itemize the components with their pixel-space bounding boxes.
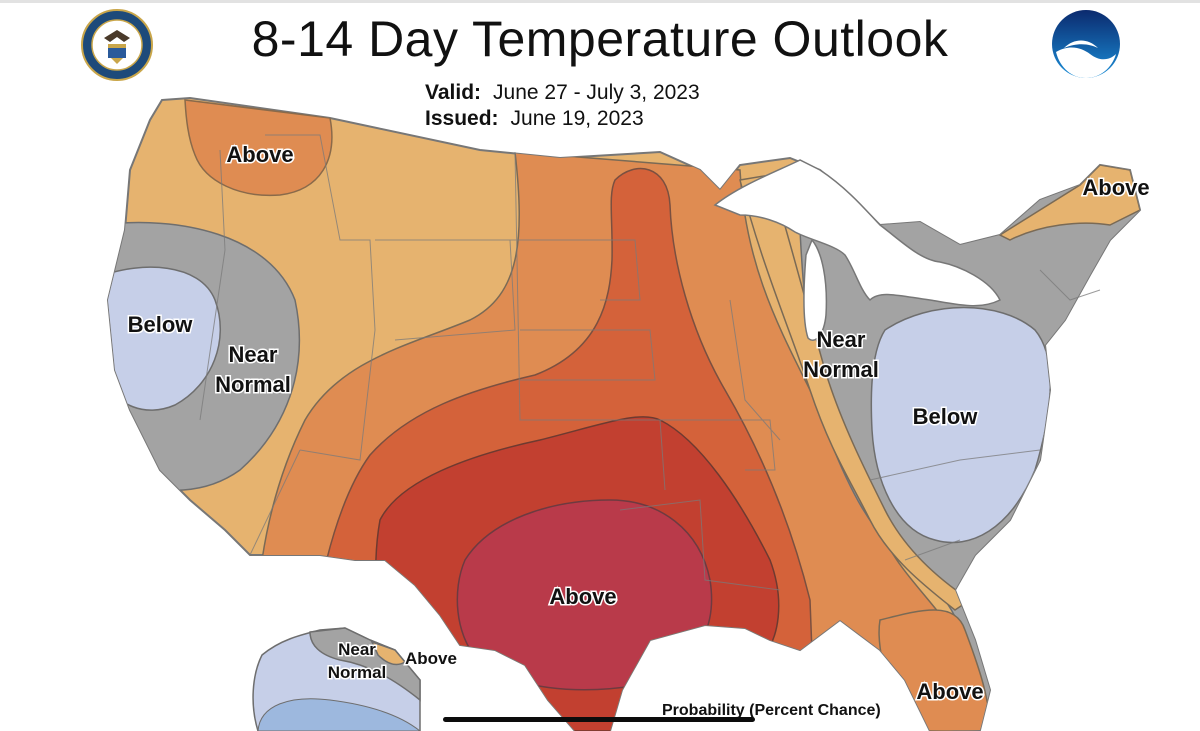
label-alaska-above: Above [405, 649, 457, 668]
label-west-below: Below [128, 312, 194, 337]
label-east-below: Below [913, 404, 979, 429]
issued-value: June 19, 2023 [510, 107, 644, 130]
northeast-above-zone [998, 164, 1140, 241]
florida-above-zone [878, 609, 991, 731]
alaska-inset [252, 627, 421, 731]
label-northeast-above: Above [1082, 175, 1149, 200]
label-west-near-line1: Near [229, 342, 278, 367]
page-title: 8-14 Day Temperature Outlook [251, 11, 949, 67]
valid-dates: Valid: June 27 - July 3, 2023 [425, 81, 700, 105]
state-boundaries [199, 134, 1101, 591]
label-alaska-near-line1: Near [338, 640, 376, 659]
alaska-above-zone [370, 640, 407, 666]
west-below-zone [108, 266, 222, 411]
label-west-near-line2: Normal [215, 372, 291, 397]
northwest-above-zone [184, 99, 333, 197]
valid-value: June 27 - July 3, 2023 [493, 81, 700, 104]
label-midwest-near-line2: Normal [803, 357, 879, 382]
great-lakes [713, 159, 1002, 307]
alaska-below-deeper-zone [257, 698, 421, 731]
label-florida-above: Above [916, 679, 983, 704]
issued-date: Issued: June 19, 2023 [425, 107, 644, 131]
label-midwest-near-line1: Near [817, 327, 866, 352]
probability-contours [108, 99, 1140, 731]
home-indicator-bar[interactable] [443, 717, 755, 722]
label-northwest-above: Above [226, 142, 293, 167]
window-top-edge [0, 0, 1200, 3]
label-alaska-near-line2: Normal [328, 663, 387, 682]
alaska-near-normal-zone [309, 627, 421, 702]
commerce-seal-icon [81, 9, 153, 81]
probability-legend-label: Probability (Percent Chance) [662, 702, 881, 719]
lake-michigan [803, 238, 828, 341]
label-south-above: Above [549, 584, 616, 609]
noaa-logo-icon [1052, 10, 1120, 78]
valid-label: Valid: [425, 81, 482, 104]
issued-label: Issued: [425, 107, 499, 130]
east-below-zone [870, 306, 1051, 544]
